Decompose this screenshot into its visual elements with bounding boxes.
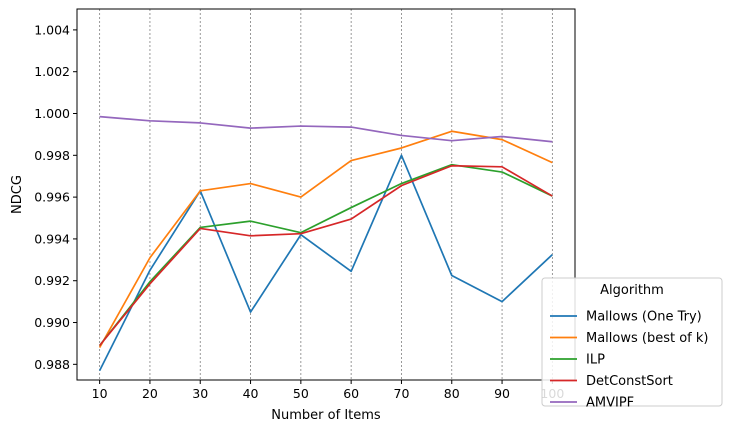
legend-entry-label: ILP <box>586 353 605 368</box>
x-tick-label: 50 <box>293 386 309 401</box>
y-tick-label: 0.996 <box>34 190 70 205</box>
legend-items: Mallows (One Try) Mallows (best of k) ILP D… <box>550 310 708 411</box>
y-tick-label: 1.004 <box>34 22 70 37</box>
legend-entry-label: Mallows (best of k) <box>586 331 708 346</box>
legend-box <box>541 277 723 407</box>
y-tick-label: 0.994 <box>34 231 70 246</box>
y-tick-label: 0.988 <box>34 357 70 372</box>
x-axis-label: Number of Items <box>271 408 381 423</box>
legend-entry-label: AMVIPF <box>586 396 634 411</box>
x-axis-ticks: 102030405060708090100 <box>92 380 564 401</box>
grid-lines <box>99 9 553 380</box>
legend-title: Algorithm <box>600 283 664 298</box>
x-tick-label: 20 <box>142 386 158 401</box>
y-tick-label: 0.990 <box>34 315 70 330</box>
series-line <box>98 163 553 347</box>
legend-entry-label: Mallows (One Try) <box>586 310 702 325</box>
x-tick-label: 40 <box>243 386 259 401</box>
x-tick-label: 70 <box>394 386 410 401</box>
x-tick-label: 60 <box>343 386 359 401</box>
series-line <box>98 154 553 371</box>
series-line <box>98 130 553 349</box>
x-tick-label: 90 <box>494 386 510 401</box>
series-line <box>99 115 553 143</box>
plot-frame <box>76 8 576 381</box>
y-axis-label: NDCG <box>10 175 25 214</box>
y-tick-label: 0.998 <box>34 148 70 163</box>
y-tick-label: 1.000 <box>34 106 70 121</box>
series-line <box>98 164 553 347</box>
y-tick-label: 1.002 <box>34 64 70 79</box>
x-tick-label: 30 <box>192 386 208 401</box>
series-lines <box>98 115 553 371</box>
y-axis-ticks: 0.988 0.990 0.992 0.994 0.996 0.998 1.000 1.002… <box>34 22 77 372</box>
legend: Algorithm Mallows (One Try) Mallows (best… <box>541 277 723 411</box>
legend-entry-label: DetConstSort <box>586 374 673 389</box>
x-tick-label: 10 <box>92 386 108 401</box>
x-tick-label: 80 <box>444 386 460 401</box>
y-tick-label: 0.992 <box>34 273 70 288</box>
